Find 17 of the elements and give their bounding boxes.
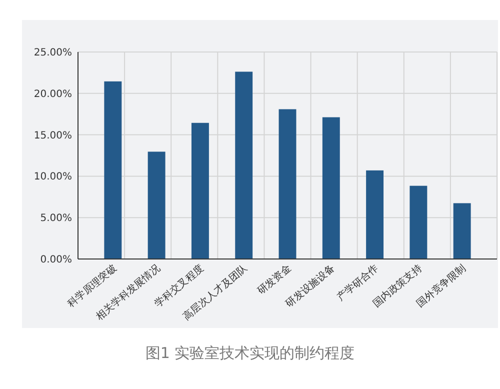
bar bbox=[191, 122, 209, 259]
y-tick-label: 20.00% bbox=[34, 88, 72, 100]
bar bbox=[278, 109, 296, 259]
bar bbox=[104, 81, 122, 259]
bar bbox=[410, 186, 428, 259]
y-tick-label: 15.00% bbox=[34, 130, 72, 142]
y-tick-label: 5.00% bbox=[40, 213, 72, 224]
bar bbox=[235, 72, 253, 259]
y-tick-label: 10.00% bbox=[34, 172, 72, 183]
bar bbox=[453, 203, 471, 259]
y-tick-label: 25.00% bbox=[34, 48, 72, 58]
bar bbox=[366, 170, 384, 259]
bar bbox=[148, 152, 166, 259]
y-tick-label: 0.00% bbox=[40, 254, 72, 266]
x-tick-label: 研发资金 bbox=[255, 262, 294, 298]
text: 图1 实验室技术实现的制约程度 bbox=[145, 344, 355, 362]
bar bbox=[322, 117, 340, 259]
